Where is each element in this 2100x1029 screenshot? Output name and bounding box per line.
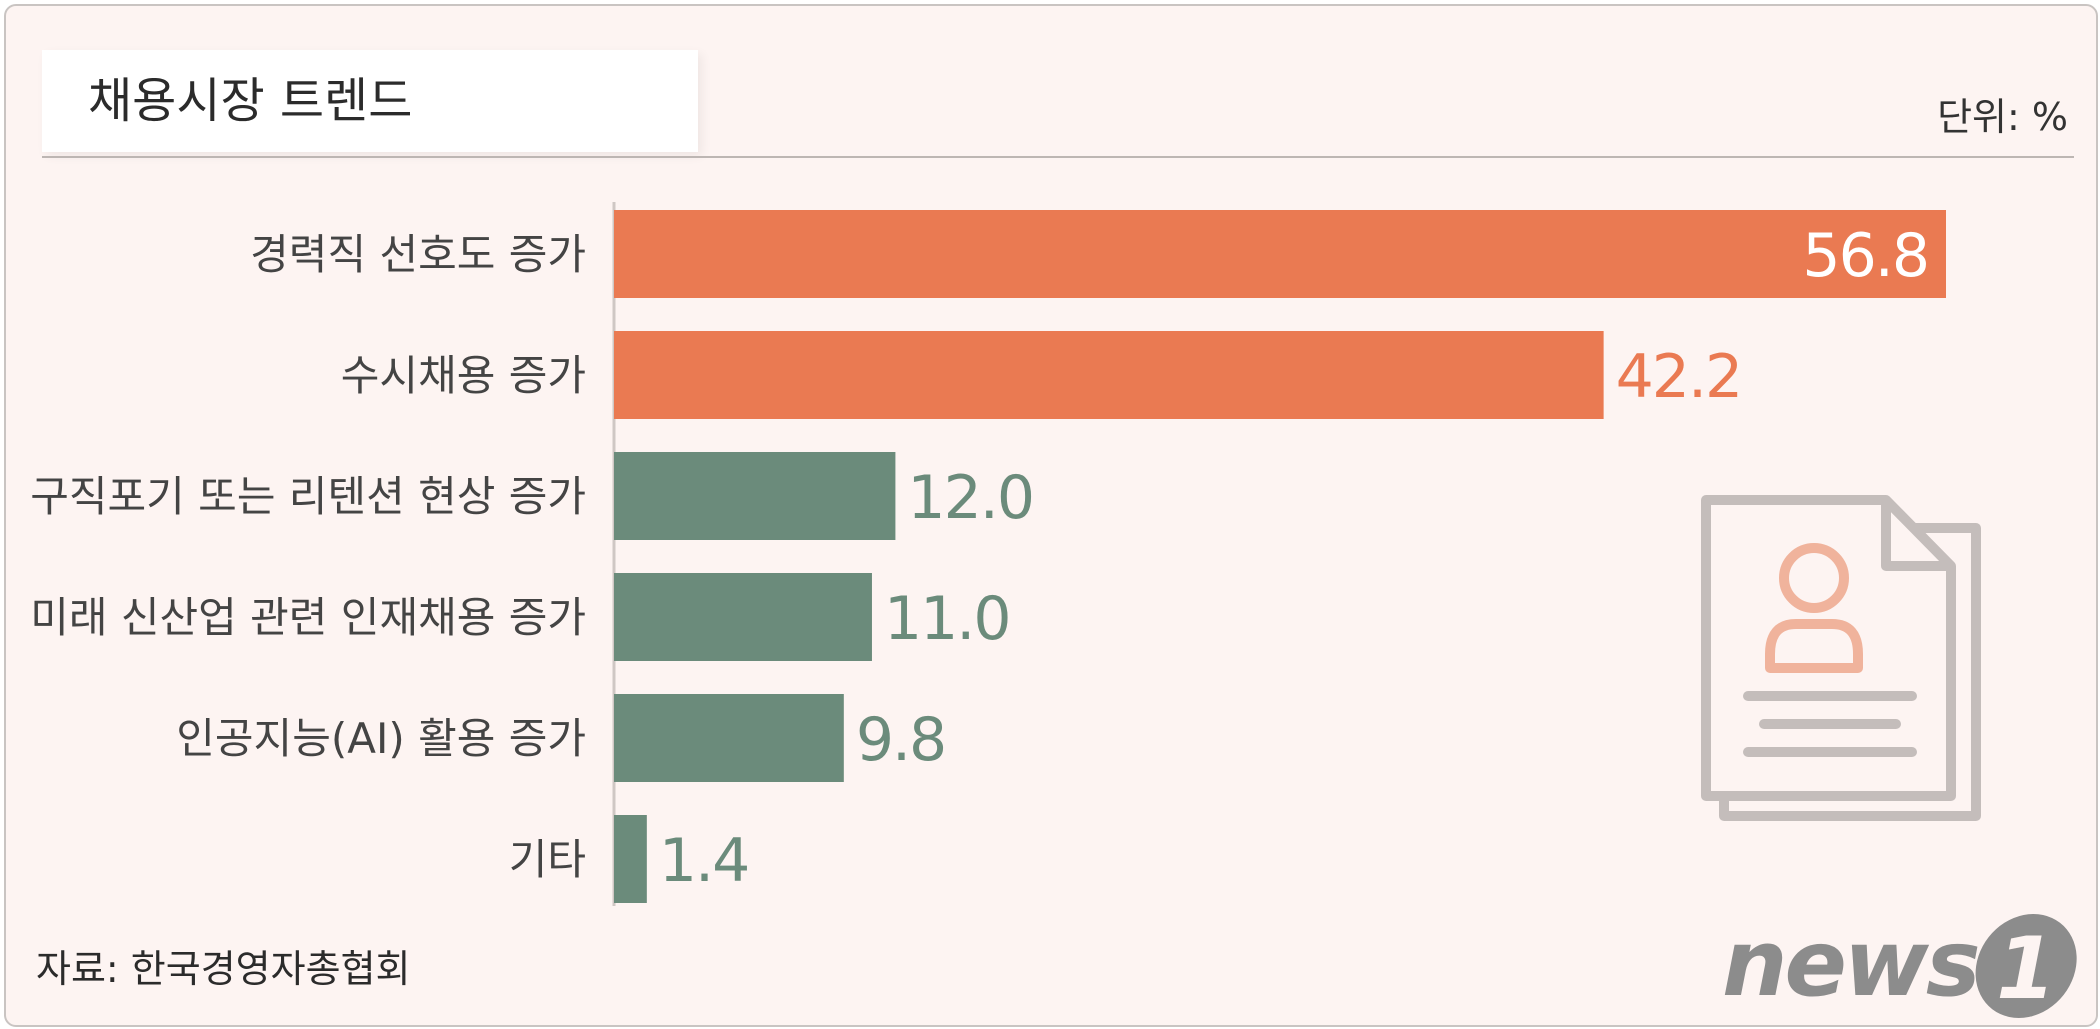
value-label-1: 42.2 <box>1616 342 1742 412</box>
category-label-1: 수시채용 증가 <box>341 351 586 400</box>
value-label-4: 9.8 <box>856 705 945 775</box>
news1-logo: news 1 <box>1722 910 2082 1022</box>
category-label-0: 경력직 선호도 증가 <box>250 230 586 279</box>
unit-label: 단위: % <box>1937 95 2068 139</box>
value-label-5: 1.4 <box>659 826 748 896</box>
bar-3 <box>614 573 872 661</box>
title-box: 채용시장 트렌드 <box>42 50 698 152</box>
chart-card: 채용시장 트렌드 단위: % 경력직 선호도 증가 56.8 수시채용 증가 42.2… <box>4 4 2098 1027</box>
category-label-3: 미래 신산업 관련 인재채용 증가 <box>30 593 586 642</box>
value-label-0: 56.8 <box>1802 221 1928 291</box>
bar-5 <box>614 815 647 903</box>
header-divider <box>42 156 2074 158</box>
category-label-5: 기타 <box>509 835 586 884</box>
value-label-2: 12.0 <box>907 463 1033 533</box>
bar-4 <box>614 694 844 782</box>
logo-digit-badge: 1 <box>1975 914 2077 1019</box>
source-note: 자료: 한국경영자총협회 <box>36 947 411 991</box>
category-label-2: 구직포기 또는 리텐션 현상 증가 <box>30 472 586 521</box>
bars-layer: 경력직 선호도 증가 56.8 수시채용 증가 42.2 구직포기 또는 리텐션 현상 … <box>30 202 1946 906</box>
chart-title: 채용시장 트렌드 <box>88 73 413 129</box>
bar-chart: 경력직 선호도 증가 56.8 수시채용 증가 42.2 구직포기 또는 리텐션 현상 … <box>30 202 1981 906</box>
value-label-3: 11.0 <box>884 584 1010 654</box>
resume-document-icon <box>1701 495 1981 821</box>
bar-2 <box>614 452 896 540</box>
category-label-4: 인공지능(AI) 활용 증가 <box>176 714 586 763</box>
bar-1 <box>614 331 1604 419</box>
bar-0 <box>614 210 1946 298</box>
logo-wordmark: news <box>1722 910 1981 1017</box>
logo-digit: 1 <box>1996 919 2056 1019</box>
